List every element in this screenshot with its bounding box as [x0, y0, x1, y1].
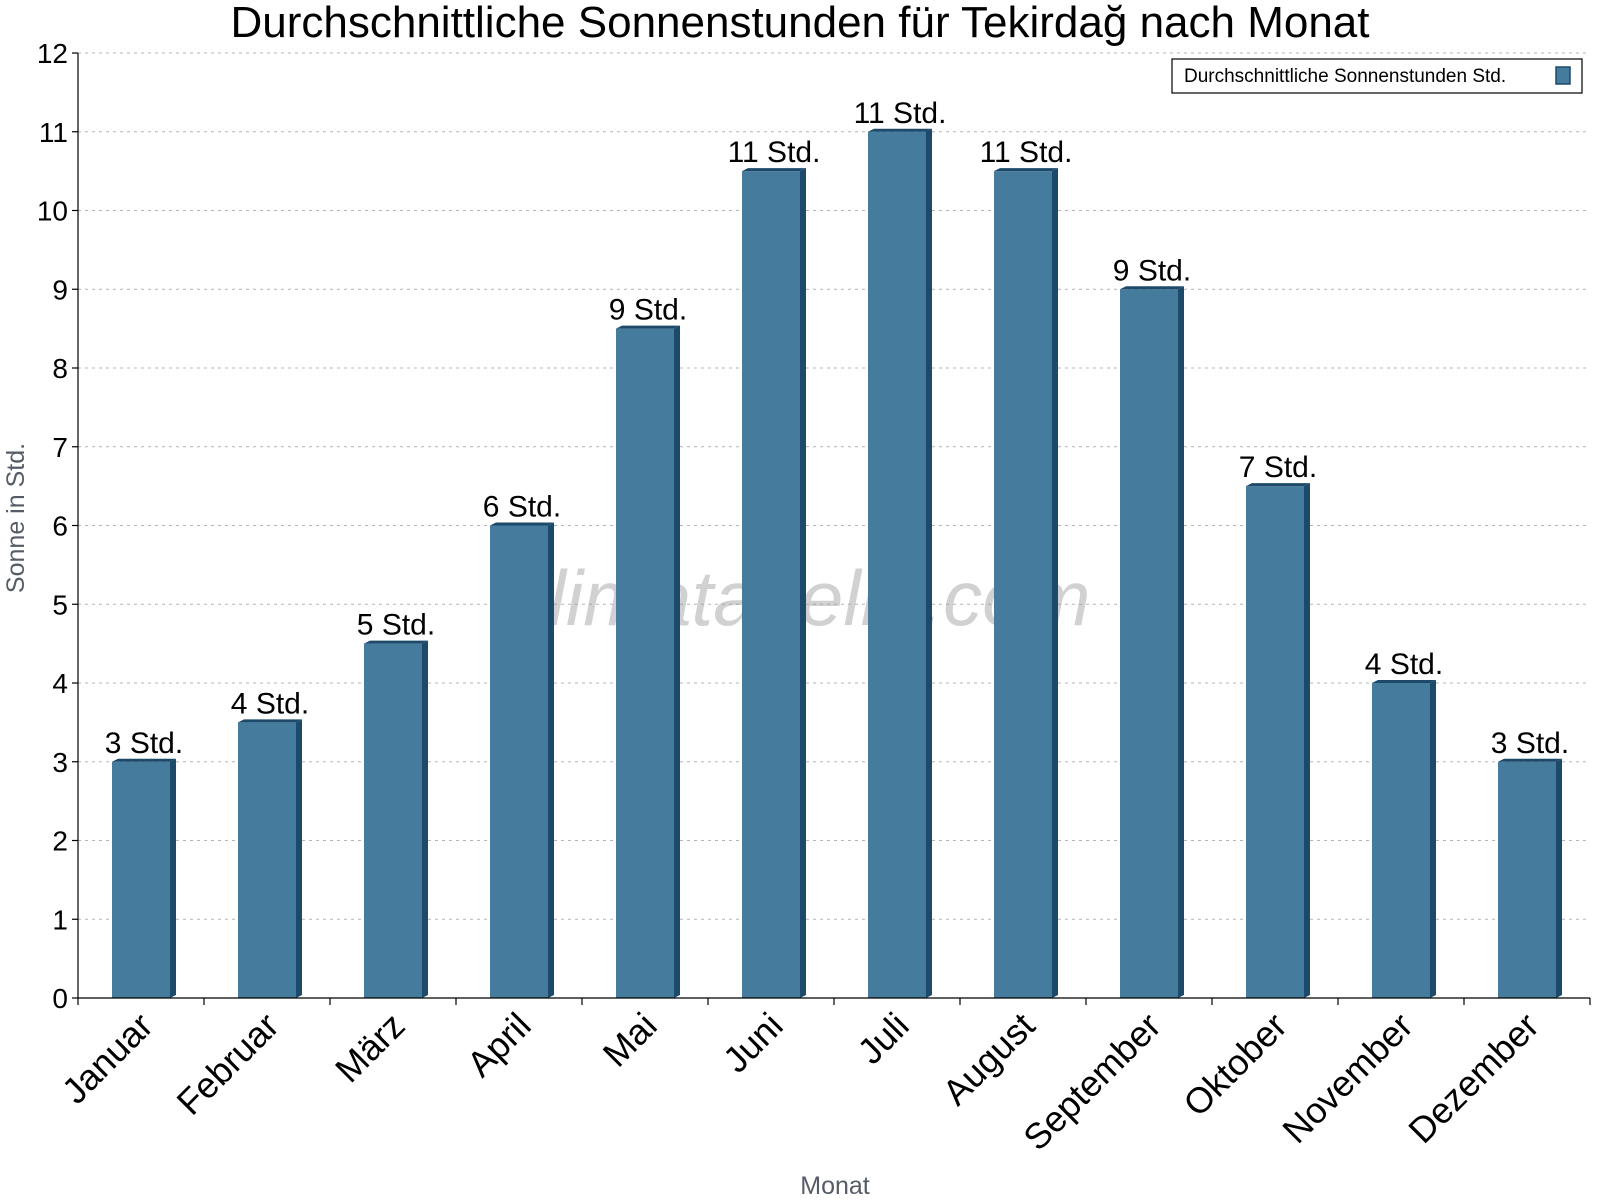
x-tick-label: Juli	[849, 1005, 916, 1072]
bar-face	[616, 328, 674, 998]
x-tick-label: Februar	[169, 1005, 287, 1123]
bar-side	[422, 640, 428, 998]
x-tick-labels: Januar Februar März April Mai Juni Juli AugustS…	[54, 1005, 1547, 1159]
bar-dezember	[1498, 758, 1562, 998]
x-tick-label: Dezember	[1400, 1005, 1546, 1151]
x-tick-label: August	[934, 1005, 1042, 1113]
chart-title: Durchschnittliche Sonnenstunden für Teki…	[231, 0, 1370, 47]
legend-swatch	[1555, 66, 1571, 85]
data-label: 7 Std.	[1239, 451, 1317, 484]
bar-face	[868, 131, 926, 998]
y-tick-label: 12	[37, 38, 68, 69]
y-tick-label: 10	[37, 196, 68, 227]
bar-november	[1372, 680, 1436, 998]
data-label: 3 Std.	[1491, 727, 1569, 760]
axes	[72, 52, 1591, 1005]
y-tick-label: 4	[52, 668, 68, 699]
bar-face	[1120, 289, 1178, 998]
grid-lines	[78, 52, 1590, 920]
x-axis-title: Monat	[800, 1172, 870, 1200]
bar-face	[1372, 683, 1430, 998]
y-tick-label: 6	[52, 511, 68, 542]
bar-top	[112, 758, 176, 762]
bar-september	[1120, 286, 1184, 998]
bar-januar	[112, 758, 176, 998]
bar-top	[1498, 758, 1562, 762]
bar-top	[490, 522, 554, 526]
bar-face	[490, 525, 548, 998]
data-label: 5 Std.	[357, 609, 435, 642]
bar-face	[1246, 486, 1304, 998]
data-label: 4 Std.	[231, 687, 309, 720]
bar-face	[112, 761, 170, 998]
y-tick-label: 0	[52, 983, 68, 1014]
data-label: 6 Std.	[483, 491, 561, 524]
bar-top	[868, 128, 932, 132]
data-label: 11 Std.	[728, 136, 821, 169]
bar-side	[1430, 680, 1436, 998]
bar-juli	[868, 128, 932, 998]
bar-face	[994, 171, 1052, 998]
x-tick-label: Januar	[54, 1005, 161, 1112]
data-label: 11 Std.	[980, 136, 1073, 169]
bar-top	[742, 168, 806, 172]
bar-august	[994, 168, 1058, 998]
x-tick-label: Oktober	[1175, 1005, 1295, 1125]
bar-top	[616, 325, 680, 329]
x-tick-label: März	[327, 1005, 413, 1091]
bar-face	[364, 643, 422, 998]
bar-oktober	[1246, 483, 1310, 998]
data-labels: 3 Std. 4 Std. 5 Std. 6 Std. 9 Std. 11 Std. 11 …	[105, 97, 1569, 760]
y-tick-label: 1	[52, 904, 68, 935]
x-tick-label: April	[459, 1005, 539, 1085]
bar-april	[490, 522, 554, 998]
legend: Durchschnittliche Sonnenstunden Std.	[1171, 58, 1583, 94]
bar-top	[364, 640, 428, 644]
bar-face	[1498, 761, 1556, 998]
bar-face	[238, 722, 296, 998]
y-tick-label: 7	[52, 432, 68, 463]
y-tick-label: 5	[52, 589, 68, 620]
bar-side	[548, 522, 554, 998]
x-tick-label: Juni	[715, 1005, 791, 1081]
bar-face	[742, 171, 800, 998]
y-tick-label: 8	[52, 353, 68, 384]
y-tick-label: 2	[52, 826, 68, 857]
y-tick-label: 9	[52, 274, 68, 305]
bar-side	[800, 168, 806, 998]
data-label: 4 Std.	[1365, 648, 1443, 681]
bar-side	[1052, 168, 1058, 998]
x-tick-label: Mai	[595, 1005, 665, 1075]
bar-top	[994, 168, 1058, 172]
bar-mai	[616, 325, 680, 998]
y-tick-label: 11	[39, 117, 68, 148]
data-label: 9 Std.	[609, 294, 687, 327]
legend-label: Durchschnittliche Sonnenstunden Std.	[1184, 66, 1506, 87]
bar-märz	[364, 640, 428, 998]
bar-series	[112, 128, 1562, 998]
bar-top	[1120, 286, 1184, 290]
bar-side	[926, 128, 932, 998]
data-label: 9 Std.	[1113, 254, 1191, 287]
bar-juni	[742, 168, 806, 998]
bar-side	[170, 758, 176, 998]
data-label: 3 Std.	[105, 727, 183, 760]
x-tick-label: September	[1015, 1005, 1169, 1159]
data-label: 11 Std.	[854, 97, 947, 130]
bar-top	[1246, 483, 1310, 487]
bar-februar	[238, 719, 302, 998]
bar-side	[1178, 286, 1184, 998]
bar-side	[296, 719, 302, 998]
bar-side	[1556, 758, 1562, 998]
bar-side	[674, 325, 680, 998]
bar-top	[238, 719, 302, 723]
bar-top	[1372, 680, 1436, 683]
y-tick-label: 3	[52, 747, 68, 778]
y-axis-title: Sonne in Std.	[2, 443, 30, 593]
x-tick-label: November	[1274, 1005, 1420, 1151]
bar-side	[1304, 483, 1310, 998]
legend-box	[1171, 58, 1583, 94]
